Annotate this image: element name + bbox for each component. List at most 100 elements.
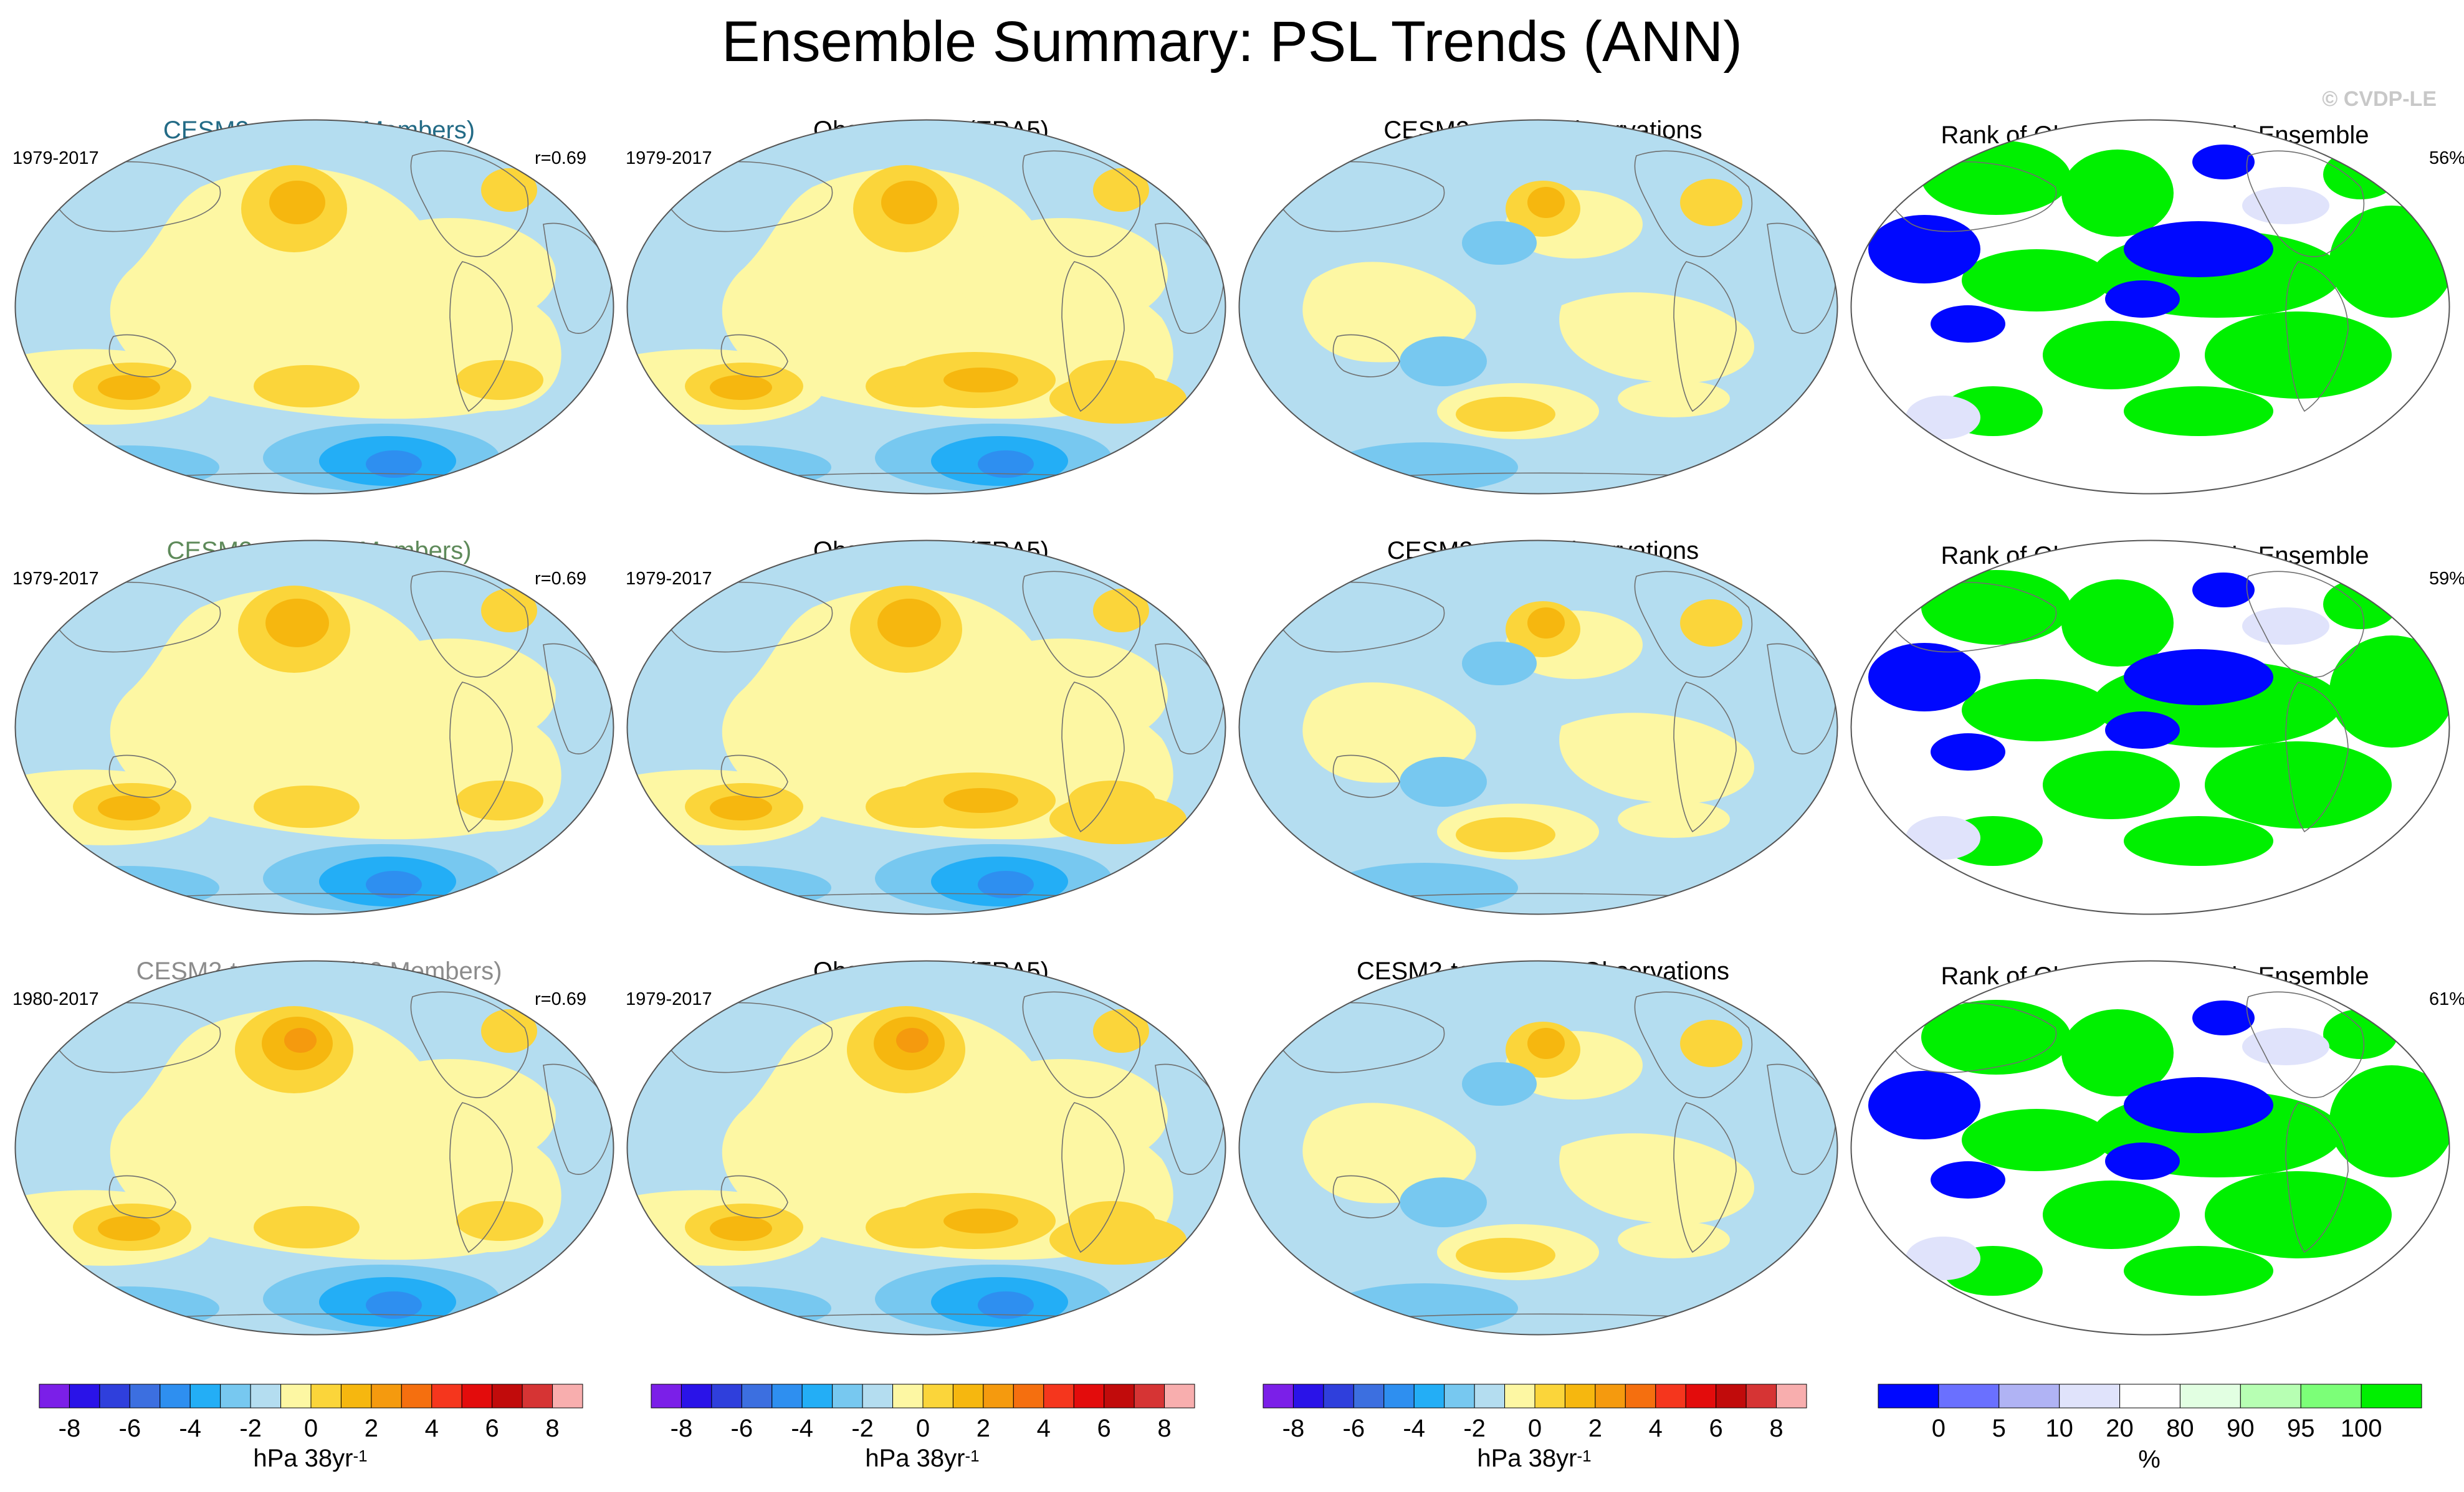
observation-period-label: 1979-2017 — [626, 989, 712, 1009]
trend-map — [14, 539, 614, 915]
positive-trend-region — [722, 588, 1173, 840]
trend-anomaly-negative — [1331, 1283, 1518, 1333]
continent-outline — [543, 222, 613, 334]
colorbar-swatch — [1013, 1384, 1044, 1409]
colorbar-swatch — [680, 1384, 712, 1409]
trend-anomaly-negative — [366, 450, 422, 478]
colorbar-tick-label: -8 — [58, 1415, 81, 1442]
colorbar-swatch — [371, 1384, 402, 1409]
colorbar-tick-label: 80 — [2166, 1415, 2194, 1442]
continent-outline — [661, 161, 833, 232]
trend-anomaly-negative — [366, 871, 422, 898]
trend-anomaly-positive — [265, 599, 329, 647]
trend-anomaly-positive — [1093, 589, 1149, 632]
continent-outline — [1332, 334, 1400, 378]
rank-region-mid — [1906, 816, 1980, 860]
colorbar-unit-label: % — [2138, 1446, 2161, 1473]
colorbar-tick-label: 95 — [2286, 1415, 2315, 1442]
positive-trend-region — [722, 168, 1173, 419]
continent-outline — [1884, 161, 2057, 232]
continent-outline — [1634, 150, 1752, 257]
trend-map — [626, 539, 1226, 915]
rank-region-mid — [2242, 1028, 2329, 1065]
colorbar-swatch — [461, 1384, 493, 1409]
trend-anomaly-negative — [1400, 1177, 1487, 1227]
colorbar-tick-label: 8 — [545, 1415, 560, 1442]
colorbar-swatch — [1534, 1384, 1565, 1409]
continent-outline — [661, 581, 833, 653]
rank-region-high — [2124, 816, 2273, 866]
model-period-label: 1979-2017 — [12, 148, 99, 168]
rank-region-high — [2061, 150, 2174, 237]
trend-anomaly-negative — [1400, 757, 1487, 807]
continent-outline — [2285, 682, 2349, 833]
colorbar-swatch — [1685, 1384, 1717, 1409]
positive-trend-region — [1559, 1133, 1754, 1225]
map-frame — [1238, 960, 1838, 1336]
trend-anomaly-positive — [456, 781, 543, 820]
continent-outline — [543, 1063, 613, 1175]
colorbar-tick-label: 10 — [2045, 1415, 2073, 1442]
rank-region-low — [2105, 1143, 2180, 1180]
colorbar-swatch — [1383, 1384, 1415, 1409]
rank-map — [1850, 119, 2450, 495]
trend-anomaly-positive — [1680, 179, 1742, 226]
colorbar-swatch — [741, 1384, 773, 1409]
colorbar-swatch — [401, 1384, 432, 1409]
map-frame — [626, 960, 1226, 1336]
continent-outline — [1634, 571, 1752, 678]
colorbar-swatch — [1134, 1384, 1165, 1409]
colorbar-unit-exponent: -1 — [965, 1447, 980, 1465]
colorbar-swatch — [1104, 1384, 1135, 1409]
colorbar-swatch — [310, 1384, 341, 1409]
trend-anomaly-positive — [98, 375, 160, 400]
colorbar-swatch — [1323, 1384, 1354, 1409]
rank-region-low — [1868, 643, 1980, 711]
continent-outline — [1273, 161, 1445, 232]
continent-outline — [108, 1175, 176, 1219]
rank-region-high — [1921, 1000, 2071, 1075]
continent-outline — [720, 334, 788, 378]
trend-anomaly-positive — [254, 365, 360, 407]
continent-outline — [2246, 571, 2364, 678]
continent-outline — [1884, 581, 2057, 653]
trend-anomaly-positive — [98, 1216, 160, 1241]
trend-anomaly-positive — [481, 1009, 537, 1053]
colorbar-tick-label: 2 — [1588, 1415, 1602, 1442]
observation-period-label: 1979-2017 — [626, 569, 712, 589]
colorbar-swatch — [492, 1384, 523, 1409]
continent-outline — [449, 261, 513, 412]
trend-anomaly-positive — [710, 375, 772, 400]
colorbar-tick-label: 0 — [915, 1415, 930, 1442]
rank-region-mid — [2242, 607, 2329, 645]
rank-region-low — [2124, 221, 2273, 277]
trend-anomaly-positive — [1680, 599, 1742, 647]
colorbar-swatch — [1595, 1384, 1626, 1409]
rank-region-low — [1868, 1071, 1980, 1139]
rank-region-high — [1962, 1109, 2111, 1171]
rank-region-high — [2205, 1171, 2392, 1258]
colorbar-swatch — [862, 1384, 894, 1409]
rank-region-high — [1962, 679, 2111, 741]
colorbar-swatch — [2361, 1384, 2422, 1409]
rank-region-high — [2205, 741, 2392, 829]
trend-colorbar — [39, 1384, 583, 1409]
pattern-correlation-label: r=0.69 — [535, 569, 587, 589]
trend-anomaly-negative — [366, 1291, 422, 1319]
rank-region-high — [2329, 635, 2450, 748]
continent-outline — [49, 581, 221, 653]
rank-region-low — [2192, 1000, 2255, 1035]
positive-trend-region — [1559, 713, 1754, 804]
colorbar-swatch — [1043, 1384, 1074, 1409]
trend-anomaly-positive — [896, 1028, 929, 1053]
trend-anomaly-positive — [1456, 397, 1555, 432]
trend-anomaly-positive — [1456, 817, 1555, 852]
continent-outline — [1767, 1063, 1836, 1175]
continent-outline — [410, 991, 528, 1098]
trend-anomaly-positive — [456, 1201, 543, 1241]
trend-map — [626, 119, 1226, 495]
continent-outline — [1155, 643, 1225, 754]
continent-outline — [661, 1002, 833, 1073]
continent-outline — [1155, 1063, 1225, 1175]
positive-trend-region — [722, 1009, 1173, 1260]
